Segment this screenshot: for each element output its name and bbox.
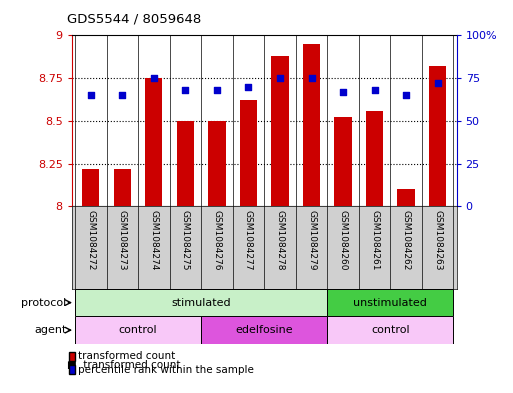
Text: control: control xyxy=(371,325,410,335)
Text: GSM1084275: GSM1084275 xyxy=(181,211,190,271)
Text: ■  transformed count: ■ transformed count xyxy=(67,360,180,369)
Bar xyxy=(240,100,257,206)
Bar xyxy=(398,189,415,206)
Text: agent: agent xyxy=(34,325,67,335)
Point xyxy=(118,92,126,98)
Point xyxy=(181,87,189,93)
Text: GSM1084262: GSM1084262 xyxy=(402,211,410,271)
Point xyxy=(213,87,221,93)
Point xyxy=(244,83,252,90)
Point xyxy=(150,75,158,81)
Bar xyxy=(75,316,201,344)
Bar xyxy=(208,121,226,206)
Point xyxy=(339,89,347,95)
Text: GSM1084278: GSM1084278 xyxy=(275,211,285,271)
Text: GSM1084273: GSM1084273 xyxy=(118,211,127,271)
Bar xyxy=(366,110,383,206)
Bar xyxy=(176,121,194,206)
Bar xyxy=(201,316,327,344)
Text: GSM1084279: GSM1084279 xyxy=(307,211,316,271)
Text: GSM1084272: GSM1084272 xyxy=(86,211,95,271)
Point xyxy=(433,80,442,86)
Bar xyxy=(75,289,327,316)
Point xyxy=(402,92,410,98)
Text: GSM1084274: GSM1084274 xyxy=(149,211,159,271)
Text: GSM1084263: GSM1084263 xyxy=(433,211,442,271)
Point xyxy=(87,92,95,98)
Point xyxy=(276,75,284,81)
Text: GSM1084277: GSM1084277 xyxy=(244,211,253,271)
Bar xyxy=(82,169,100,206)
Bar xyxy=(334,118,352,206)
Bar xyxy=(429,66,446,206)
Bar xyxy=(327,316,453,344)
Text: GSM1084276: GSM1084276 xyxy=(212,211,222,271)
Text: edelfosine: edelfosine xyxy=(235,325,293,335)
Bar xyxy=(271,56,289,206)
Text: stimulated: stimulated xyxy=(171,298,231,308)
Bar xyxy=(303,44,320,206)
Text: protocol: protocol xyxy=(22,298,67,308)
Point xyxy=(307,75,315,81)
Bar xyxy=(145,78,163,206)
Bar xyxy=(113,169,131,206)
Bar xyxy=(327,289,453,316)
Point xyxy=(370,87,379,93)
Text: transformed count: transformed count xyxy=(78,351,175,362)
Text: unstimulated: unstimulated xyxy=(353,298,427,308)
Text: percentile rank within the sample: percentile rank within the sample xyxy=(78,365,254,375)
Text: GSM1084261: GSM1084261 xyxy=(370,211,379,271)
Text: GDS5544 / 8059648: GDS5544 / 8059648 xyxy=(67,13,201,26)
Text: control: control xyxy=(119,325,157,335)
Text: GSM1084260: GSM1084260 xyxy=(339,211,347,271)
